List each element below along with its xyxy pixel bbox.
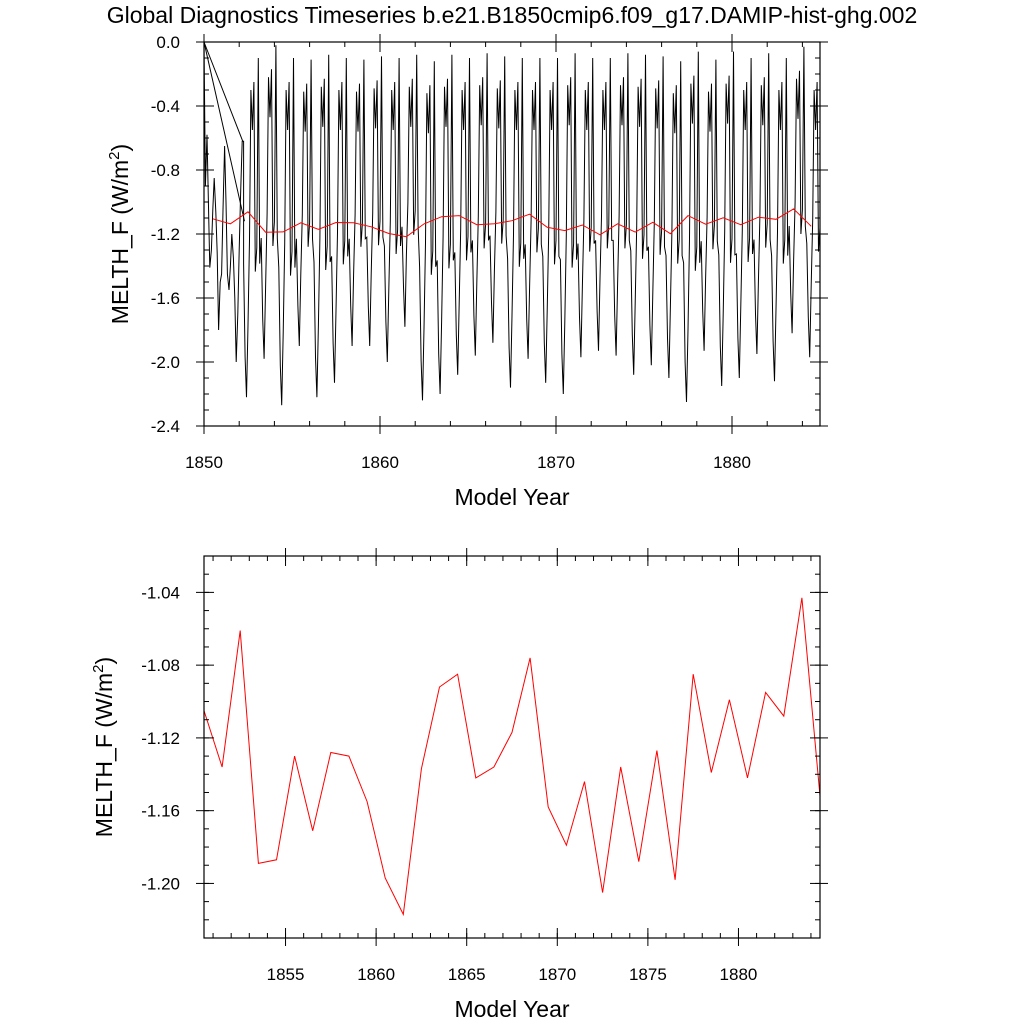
y-tick-label: -0.8 xyxy=(151,161,180,180)
x-tick-label: 1865 xyxy=(448,965,486,984)
x-tick-label: 1880 xyxy=(720,965,758,984)
y-axis-label-main: MELTH_F (W/m xyxy=(107,160,133,324)
y-tick-label: 0.0 xyxy=(156,33,180,52)
x-tick-label: 1875 xyxy=(629,965,667,984)
y-tick-label: -1.2 xyxy=(151,225,180,244)
y-axis-label-main: MELTH_F (W/m xyxy=(91,673,117,837)
y-axis-label-close: ) xyxy=(107,144,133,152)
y-axis-label-superscript: 2 xyxy=(90,664,107,672)
top-panel: 1850 1860 1870 1880 0.0 -0.4 -0.8 -1.2 -1.6 -2.0 -… xyxy=(106,33,828,510)
series-line-0 xyxy=(203,597,821,917)
x-tick-label: 1855 xyxy=(267,965,305,984)
y-tick-label: -1.6 xyxy=(151,289,180,308)
y-axis-label-superscript: 2 xyxy=(106,151,123,159)
y-axis-label: MELTH_F (W/m2) xyxy=(90,657,117,837)
y-tick-label: -1.16 xyxy=(141,802,180,821)
y-tick-label: -1.08 xyxy=(141,656,180,675)
x-axis-label: Model Year xyxy=(454,484,569,510)
y-tick-label: -2.0 xyxy=(151,353,180,372)
x-tick-label: 1860 xyxy=(361,453,399,472)
series-segment-0 xyxy=(203,41,244,142)
series-segment-1 xyxy=(203,41,245,222)
x-axis-label: Model Year xyxy=(454,996,569,1022)
plot-frame xyxy=(203,555,821,939)
chart-title: Global Diagnostics Timeseries b.e21.B185… xyxy=(106,2,918,28)
x-tick-label: 1870 xyxy=(537,453,575,472)
plot-frame xyxy=(203,41,821,427)
y-tick-label: -1.12 xyxy=(141,729,180,748)
series-line-0 xyxy=(203,41,821,406)
y-tick-label: -2.4 xyxy=(151,417,180,436)
series-line-1 xyxy=(212,208,812,238)
x-tick-label: 1870 xyxy=(538,965,576,984)
x-tick-label: 1860 xyxy=(357,965,395,984)
y-tick-label: -0.4 xyxy=(151,97,180,116)
bottom-panel: 1855 1860 1865 1870 1875 1880 -1.04 -1.08 -1.12 -… xyxy=(90,548,828,1022)
y-tick-label: -1.20 xyxy=(141,874,180,893)
y-axis-label: MELTH_F (W/m2) xyxy=(106,144,133,324)
y-axis-label-close: ) xyxy=(91,657,117,665)
x-tick-label: 1850 xyxy=(185,453,223,472)
x-tick-label: 1880 xyxy=(713,453,751,472)
y-tick-label: -1.04 xyxy=(141,583,180,602)
